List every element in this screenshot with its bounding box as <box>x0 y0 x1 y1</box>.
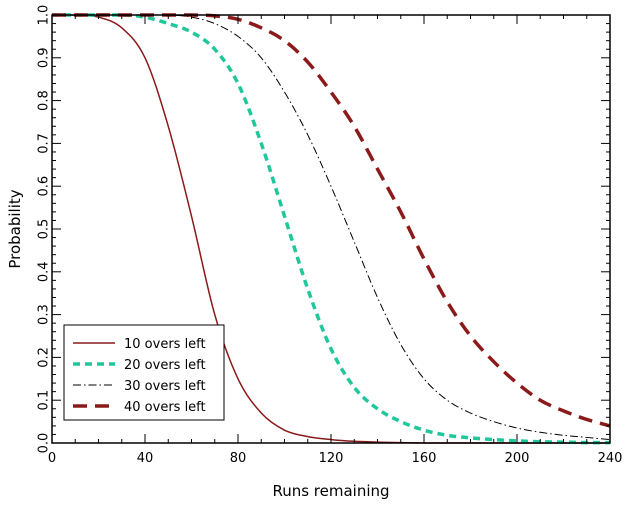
legend-label-4: 40 overs left <box>124 400 206 415</box>
x-tick-label: 40 <box>137 451 154 466</box>
legend-label-2: 20 overs left <box>124 358 206 373</box>
y-tick-label: 0.3 <box>37 304 52 325</box>
y-tick-label: 0.1 <box>37 390 52 411</box>
axis-ticks <box>51 14 611 444</box>
y-tick-label: 0.8 <box>37 90 52 111</box>
legend: 10 overs left 20 overs left 30 overs left 4… <box>63 324 225 421</box>
y-tick-label: 0.7 <box>37 133 52 154</box>
x-tick-label: 200 <box>505 451 530 466</box>
x-tick-label: 240 <box>598 451 623 466</box>
x-axis-label: Runs remaining <box>272 482 389 500</box>
y-tick-label: 0.5 <box>37 219 52 240</box>
legend-box <box>63 324 225 421</box>
legend-label-3: 30 overs left <box>124 379 206 394</box>
y-tick-label: 0.0 <box>37 433 52 454</box>
tick-labels: 0 40 80 120 160 200 240 0.0 0.1 0.2 0.3 0.4 0.5 0.6 0.… <box>37 5 623 466</box>
x-tick-label: 120 <box>319 451 344 466</box>
y-tick-label: 0.2 <box>37 347 52 368</box>
y-axis-label: Probability <box>6 189 24 268</box>
x-tick-label: 160 <box>412 451 437 466</box>
y-tick-label: 0.6 <box>37 176 52 197</box>
y-tick-label: 0.9 <box>37 47 52 68</box>
x-tick-label: 0 <box>48 451 56 466</box>
y-tick-label: 1.0 <box>37 5 52 26</box>
legend-label-1: 10 overs left <box>124 337 206 352</box>
y-tick-label: 0.4 <box>37 261 52 282</box>
x-tick-label: 80 <box>230 451 247 466</box>
